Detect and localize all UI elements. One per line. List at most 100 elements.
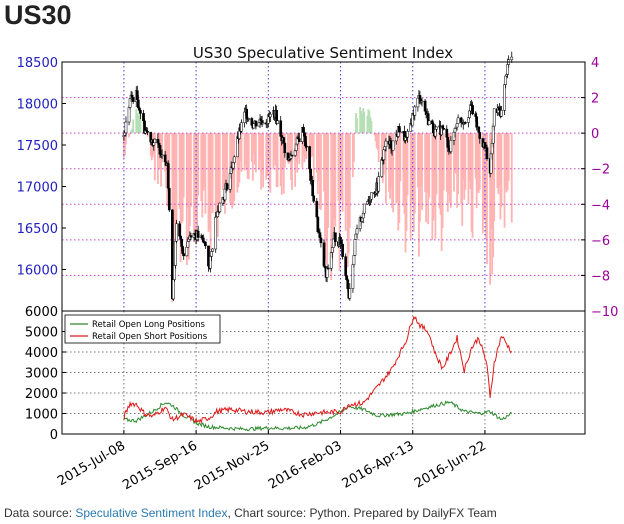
ssi-bar <box>124 133 126 156</box>
ssi-bar <box>434 133 437 239</box>
ssi-bar <box>390 133 392 188</box>
ssi-bar <box>301 133 304 168</box>
ssi-bar <box>252 133 255 154</box>
candle-body <box>353 239 357 256</box>
ssi-bar <box>238 133 241 183</box>
y-positions-tick-label: 4000 <box>25 346 58 361</box>
ssi-bar <box>217 133 220 209</box>
ssi-bar <box>499 133 502 220</box>
candle-body <box>442 128 446 130</box>
ssi-bar <box>280 133 283 195</box>
ssi-bar <box>255 133 257 173</box>
ssi-bar <box>130 130 133 134</box>
chart-area: 16000 16500 17000 17500 18000 18500 4 2 0 −2 −4 −6 −… <box>17 44 619 493</box>
ssi-bar <box>265 133 268 180</box>
candle-body <box>478 132 482 139</box>
candle-body <box>196 230 200 238</box>
ssi-bar <box>214 133 217 216</box>
ssi-bar <box>410 133 413 201</box>
candle-body <box>413 106 417 116</box>
ssi-bar <box>138 110 141 134</box>
ssi-bar <box>287 133 289 163</box>
candle-body <box>214 216 218 250</box>
ssi-bar <box>471 133 474 238</box>
legend-box <box>64 314 221 344</box>
ssi-bar <box>334 133 337 227</box>
ssi-bar <box>449 133 452 208</box>
ssi-bar <box>223 133 225 187</box>
ssi-bar <box>244 133 247 165</box>
candle-body <box>510 56 514 60</box>
ssi-bar <box>337 133 340 201</box>
candle-body <box>152 142 156 146</box>
candle-body <box>160 154 164 157</box>
candle-body <box>254 120 258 127</box>
candle-body <box>406 131 409 138</box>
candle-body <box>423 100 427 112</box>
ssi-bar <box>258 133 260 170</box>
candle-body <box>175 223 178 242</box>
candle-body <box>382 149 386 161</box>
ssi-bar <box>368 110 371 134</box>
ssi-bar <box>476 133 479 191</box>
ssi-bar <box>442 133 445 191</box>
x-tick-label: 2015-Jul-08 <box>55 438 128 489</box>
ssi-bar <box>477 133 480 194</box>
ssi-bar <box>345 133 348 206</box>
ssi-bar <box>215 133 218 212</box>
ssi-bar <box>129 133 131 135</box>
ssi-bar <box>348 133 351 228</box>
ssi-bar <box>281 133 284 170</box>
ssi-bar <box>411 133 414 205</box>
ssi-bar <box>180 133 183 224</box>
ssi-bar <box>496 133 499 188</box>
ssi-bar <box>432 133 435 221</box>
ssi-bar <box>311 133 314 156</box>
ssi-bar <box>139 113 142 134</box>
candle-body <box>305 145 308 148</box>
ssi-bar <box>302 133 305 155</box>
ssi-bar <box>359 106 362 134</box>
ssi-bar <box>125 133 127 145</box>
ssi-bar <box>424 133 427 193</box>
ssi-bar <box>355 113 357 134</box>
ssi-bar <box>498 133 501 187</box>
candle-body <box>225 183 229 190</box>
ssi-bar <box>272 133 275 170</box>
y-right-tick-label: 4 <box>591 56 599 71</box>
footer-credits: Data source: Speculative Sentiment Index… <box>4 506 497 520</box>
ssi-bar <box>445 133 448 192</box>
ssi-bar <box>475 133 478 209</box>
candle-body <box>290 154 294 157</box>
ssi-bar <box>245 133 248 170</box>
ssi-bar <box>420 133 422 186</box>
candle-body <box>261 122 265 125</box>
ssi-bar <box>181 133 184 222</box>
candle-body <box>211 248 214 252</box>
ssi-bar <box>267 133 270 164</box>
ssi-bar <box>309 133 312 153</box>
ssi-bar <box>201 133 204 218</box>
footer-source-link[interactable]: Speculative Sentiment Index <box>75 506 228 520</box>
candle-body <box>282 137 286 144</box>
candle-body <box>453 128 457 133</box>
position-lines <box>123 315 513 432</box>
ssi-bar <box>406 133 409 196</box>
ssi-bar <box>398 133 401 224</box>
candle-body <box>459 117 463 123</box>
ssi-bar <box>497 133 500 194</box>
ssi-bar <box>402 133 405 206</box>
ssi-bar <box>374 133 377 142</box>
ssi-bar <box>262 133 265 188</box>
ssi-bar <box>203 133 206 188</box>
ssi-bar <box>254 133 256 165</box>
ssi-bar <box>484 133 486 204</box>
ssi-bar <box>463 133 466 200</box>
ssi-bar <box>247 133 250 180</box>
ssi-bar <box>173 133 176 224</box>
ssi-bar <box>427 133 430 225</box>
ssi-bar <box>291 133 293 190</box>
candle-body <box>315 200 319 218</box>
candle-body <box>341 243 344 257</box>
candle-body <box>297 138 301 142</box>
